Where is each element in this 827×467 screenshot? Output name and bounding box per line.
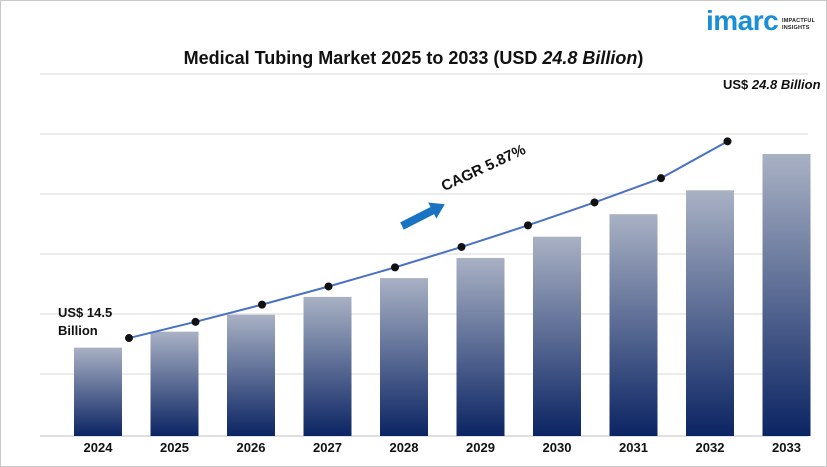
x-tick-2028: 2028 [390, 440, 419, 455]
trend-marker-2026 [258, 300, 266, 309]
bar-2025 [150, 331, 199, 436]
arrow-icon [400, 202, 445, 230]
arrow-shaft [400, 206, 436, 230]
bars [74, 154, 811, 436]
bar-2030 [533, 236, 581, 436]
end-value-annotation: US$ 24.8 Billion [723, 77, 821, 92]
chart-title-suffix: ) [637, 48, 644, 68]
bar-2029 [456, 257, 505, 436]
x-tick-2029: 2029 [466, 440, 495, 455]
bar-2027 [303, 296, 352, 436]
end-value-prefix: US$ [723, 77, 752, 92]
trend-marker-2033 [723, 137, 732, 146]
trend-marker-2027 [324, 282, 333, 291]
cagr-arrow [400, 202, 445, 230]
x-tick-2027: 2027 [313, 440, 342, 455]
bar-2026 [227, 314, 275, 436]
logo-wordmark: imarc [706, 5, 779, 36]
trend-marker-2029 [457, 242, 466, 251]
bar-2033 [762, 154, 811, 436]
x-tick-labels: 2024 2025 2026 2027 2028 2029 2030 2031 2032 2033 [84, 440, 801, 455]
x-tick-2025: 2025 [160, 440, 189, 455]
x-tick-2032: 2032 [696, 440, 725, 455]
chart-title-prefix: Medical Tubing Market 2025 to 2033 (USD [183, 48, 543, 68]
chart-title-value: 24.8 Billion [542, 48, 638, 68]
bar-2031 [609, 214, 658, 436]
end-value-number: 24.8 Billion [751, 77, 821, 92]
arrow-head [428, 202, 445, 219]
trend-marker-2025 [191, 317, 200, 326]
chart-title: Medical Tubing Market 2025 to 2033 (USD … [0, 48, 827, 69]
x-tick-2024: 2024 [84, 440, 114, 455]
bar-2024 [74, 347, 122, 436]
x-tick-2026: 2026 [237, 440, 266, 455]
trend-marker-2028 [391, 263, 399, 272]
logo-tagline-line2: INSIGHTS [782, 25, 810, 31]
trend-marker-2030 [524, 221, 532, 230]
start-value-line2: Billion [58, 323, 98, 338]
x-tick-2030: 2030 [543, 440, 572, 455]
start-value-annotation: US$ 14.5 Billion [58, 304, 128, 340]
bar-2028 [380, 278, 428, 436]
trend-line [128, 140, 728, 340]
logo-tagline-line1: IMPACTFUL [782, 18, 816, 24]
x-tick-2031: 2031 [619, 440, 648, 455]
start-value-line1: US$ 14.5 [58, 305, 113, 320]
bar-2032 [686, 190, 734, 436]
trend-markers [125, 137, 732, 343]
trend-marker-2031 [590, 198, 599, 207]
x-tick-2033: 2033 [772, 440, 801, 455]
trend-marker-2032 [657, 174, 665, 183]
trend-marker-2024 [125, 334, 133, 343]
logo-tagline: IMPACTFUL INSIGHTS [782, 18, 815, 32]
imarc-logo: imarc IMPACTFUL INSIGHTS [706, 5, 821, 43]
